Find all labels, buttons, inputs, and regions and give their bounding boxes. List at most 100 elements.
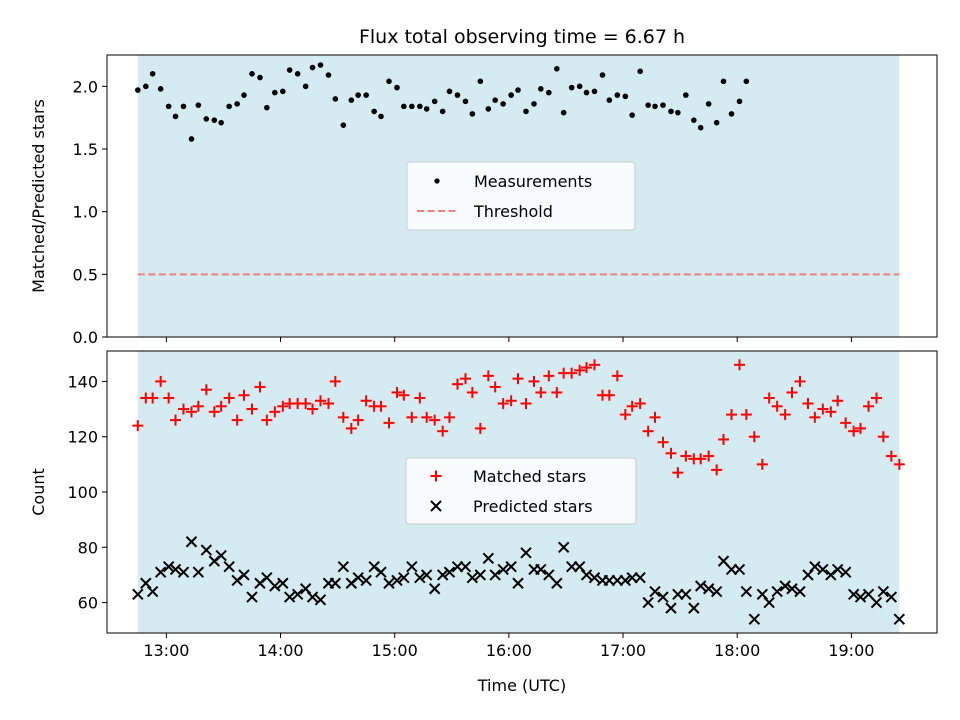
matched-star-point [611,370,623,382]
matched-star-point [581,362,593,374]
predicted-star-point [802,569,814,581]
predicted-star-point [786,583,798,595]
bot-y-tick-label: 80 [78,538,98,557]
measurement-point [226,103,232,110]
predicted-star-point [847,588,860,601]
measurement-point [492,97,498,103]
matched-star-point [322,398,334,410]
top-panel: 0.00.51.01.52.0 Matched/Predicted stars … [29,54,938,347]
matched-star-point [794,375,806,387]
measurement-point [743,78,750,85]
top-y-tick-label: 1.5 [73,140,98,159]
measurement-point [172,113,179,120]
predicted-star-point [474,569,487,581]
matched-star-point [680,450,692,462]
measurement-point [165,103,172,110]
matched-star-point [695,453,707,465]
matched-star-point [383,417,395,429]
matched-star-point [763,392,775,404]
predicted-star-point [428,583,441,595]
matched-star-point [414,392,426,404]
matched-star-point [505,395,517,407]
measurement-point [241,92,247,98]
measurement-point [423,106,430,112]
measurement-point [568,84,575,91]
matched-star-point [855,422,867,434]
matched-star-point [482,370,494,382]
measurement-point [249,71,255,77]
predicted-star-point [215,549,227,562]
matched-star-point [574,364,586,376]
matched-star-point [535,386,547,398]
predicted-star-point [459,560,472,573]
x-tick-label: 19:00 [828,641,874,660]
matched-star-point [825,406,837,418]
matched-star-point [459,373,471,385]
matched-star-point [277,400,289,412]
x-tick-label: 15:00 [372,641,418,660]
matched-star-point [192,400,204,412]
legend-measurements-marker [434,178,440,184]
predicted-star-point [665,602,677,614]
measurement-point [500,101,506,107]
matched-star-point [832,395,844,407]
predicted-star-point [132,588,144,601]
matched-star-point [437,425,449,437]
measurement-point [157,86,164,92]
predicted-star-point [573,560,586,573]
predicted-star-point [277,577,289,589]
matched-star-point [862,400,874,412]
measurement-point [691,117,697,123]
matched-star-point [223,392,235,404]
predicted-star-point [177,566,190,578]
top-y-tick-label: 1.0 [73,203,98,222]
measurement-point [736,98,743,105]
legend-x-glyph [430,500,442,512]
predicted-star-point [192,566,205,578]
measurement-point [508,92,514,98]
predicted-star-point [809,560,821,573]
predicted-star-point [794,585,806,598]
measurement-point [477,78,484,85]
predicted-star-point [694,580,707,592]
predicted-star-point [649,585,661,598]
measurement-point [302,83,309,90]
measurement-point [180,103,187,110]
matched-star-point [497,398,509,410]
matched-star-point [307,403,319,415]
predicted-star-point [557,541,570,554]
matched-star-point [740,409,752,421]
measurement-point [705,101,712,107]
measurement-point [378,113,384,120]
measurement-point [348,97,355,103]
measurement-point [188,136,195,142]
measurement-point [135,87,141,93]
predicted-star-point [246,591,258,603]
measurement-point [622,93,629,100]
measurement-point [234,101,240,107]
matched-star-point [802,398,814,410]
matched-star-point [603,389,615,401]
matched-star-point [398,389,410,401]
measurement-point [668,108,674,115]
matched-star-point [132,420,144,432]
predicted-star-point [839,566,852,578]
predicted-star-point [634,571,646,584]
matched-star-point [147,392,159,404]
matched-star-point [406,411,418,423]
legend-matched-label: Matched stars [473,467,586,486]
predicted-star-point [200,544,213,556]
matched-star-point [489,381,501,393]
top-legend-box [406,161,636,231]
matched-star-point [466,386,478,398]
predicted-star-point [520,547,532,559]
matched-star-point [155,375,167,387]
matched-star-point [177,403,189,415]
predicted-star-point [688,602,700,614]
matched-star-point [429,414,441,426]
predicted-star-point [291,588,304,601]
measurement-point [143,83,149,90]
matched-stars-points [132,359,905,479]
